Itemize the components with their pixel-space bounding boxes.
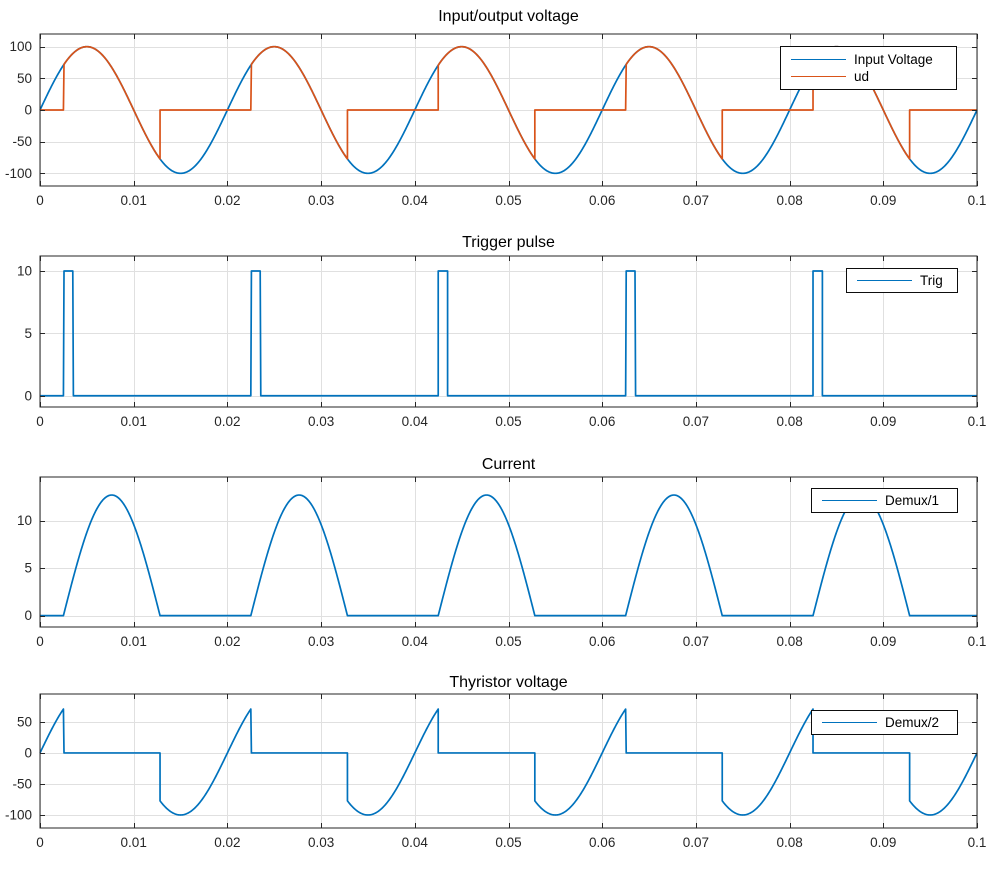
- x-tick-label: 0.03: [308, 835, 334, 850]
- legend-item-trig[interactable]: Trig: [857, 274, 951, 288]
- chart-title-trigger-pulse: Trigger pulse: [462, 234, 555, 251]
- y-tick-label: 5: [24, 561, 32, 576]
- y-tick-label: 10: [17, 513, 32, 528]
- legend-trigger-pulse[interactable]: Trig: [846, 268, 958, 293]
- x-tick-label: 0.1: [968, 634, 987, 649]
- legend-label-ud: ud: [854, 68, 870, 84]
- x-tick-label: 0: [36, 634, 44, 649]
- x-tick-label: 0: [36, 193, 44, 208]
- axes-border: [39, 255, 978, 408]
- x-tick-label: 0.03: [308, 634, 334, 649]
- x-tick-label: 0.05: [495, 414, 521, 429]
- x-tick-label: 0.02: [214, 835, 240, 850]
- x-tick-label: 0.01: [121, 414, 147, 429]
- y-tick-label: 0: [24, 608, 32, 623]
- x-tick-label: 0.09: [870, 414, 896, 429]
- x-tick-label: 0: [36, 835, 44, 850]
- series-line-trig: [39, 270, 978, 397]
- legend-thyristor-voltage[interactable]: Demux/2: [811, 710, 958, 735]
- x-tick-label: 0.04: [402, 835, 429, 850]
- plot-area-current: 0 0.01 0.02 0.03 0.04 0.05 0.06 0.07 0.08 0.09 0.1…: [17, 476, 987, 649]
- legend-input-output-voltage[interactable]: Input Voltage ud: [780, 46, 957, 90]
- y-tick-label: 0: [24, 388, 32, 403]
- legend-line-swatch-demux-2: [822, 722, 877, 723]
- x-tick-label: 0.1: [968, 414, 987, 429]
- chart-title-input-output-voltage: Input/output voltage: [438, 8, 579, 25]
- x-tick-label: 0.07: [683, 634, 709, 649]
- x-tick-label: 0.06: [589, 634, 615, 649]
- x-tick-label: 0.05: [495, 634, 521, 649]
- x-tick-label: 0.06: [589, 835, 615, 850]
- plot-area-trigger-pulse: 0 0.01 0.02 0.03 0.04 0.05 0.06 0.07 0.08 0.09 0.1…: [17, 255, 987, 429]
- x-tick-label: 0.1: [968, 835, 987, 850]
- x-tick-label: 0.02: [214, 414, 240, 429]
- x-tick-label: 0.04: [402, 634, 429, 649]
- x-tick-label: 0.08: [776, 634, 802, 649]
- legend-line-swatch-ud: [791, 76, 846, 78]
- x-tick-label: 0.08: [776, 414, 802, 429]
- x-tick-label: 0.08: [776, 835, 802, 850]
- y-tick-label: 10: [17, 263, 32, 278]
- x-tick-label: 0.02: [214, 634, 240, 649]
- legend-item-ud[interactable]: ud: [791, 70, 950, 84]
- plot-area-input-output-voltage: 0 0.01 0.02 0.03 0.04 0.05 0.06 0.07 0.08 0.09 0.1…: [5, 33, 987, 208]
- series-line-demux-2: [39, 708, 978, 816]
- x-tick-label: 0.05: [495, 835, 521, 850]
- subplot-current: Current 0 0.01 0.02 0.03 0.04 0.05 0.06 0.07 0.0…: [0, 444, 1003, 666]
- y-tick-label: -100: [5, 166, 32, 181]
- x-tick-label: 0.1: [968, 193, 987, 208]
- chart-title-thyristor-voltage: Thyristor voltage: [449, 674, 568, 691]
- subplot-trigger-pulse: Trigger pulse 0 0.01 0.02 0.03 0.04 0.05 0.06 0…: [0, 222, 1003, 444]
- y-tick-label: -50: [12, 134, 32, 149]
- y-tick-label: -50: [12, 776, 32, 791]
- x-tick-label: 0.07: [683, 414, 709, 429]
- x-tick-label: 0.07: [683, 835, 709, 850]
- legend-label-demux-1: Demux/1: [885, 492, 940, 508]
- subplot-thyristor-voltage: Thyristor voltage 0 0.01 0.02 0.03 0.04 0.05 0…: [0, 666, 1003, 889]
- legend-current[interactable]: Demux/1: [811, 488, 958, 513]
- y-tick-label: 0: [24, 745, 32, 760]
- y-tick-label: -100: [5, 807, 32, 822]
- x-tick-label: 0.03: [308, 414, 334, 429]
- chart-title-current: Current: [481, 456, 536, 473]
- legend-item-demux-1[interactable]: Demux/1: [822, 494, 951, 508]
- legend-item-demux-2[interactable]: Demux/2: [822, 716, 951, 730]
- y-tick-label: 100: [9, 39, 32, 54]
- x-tick-label: 0.01: [121, 835, 147, 850]
- x-tick-label: 0.08: [776, 193, 802, 208]
- subplot-input-output-voltage: Input/output voltage 0 0.01 0.02 0.03 0.04 0.…: [0, 0, 1003, 222]
- legend-line-swatch-trig: [857, 280, 912, 281]
- x-tick-label: 0.01: [121, 634, 147, 649]
- axes-border: [39, 693, 978, 829]
- legend-label-demux-2: Demux/2: [885, 714, 940, 730]
- x-tick-label: 0.04: [402, 414, 429, 429]
- x-tick-label: 0.09: [870, 634, 896, 649]
- x-tick-label: 0.09: [870, 835, 896, 850]
- legend-label-trig: Trig: [920, 272, 943, 288]
- x-tick-label: 0.06: [589, 193, 615, 208]
- x-tick-label: 0: [36, 414, 44, 429]
- plot-area-thyristor-voltage: 0 0.01 0.02 0.03 0.04 0.05 0.06 0.07 0.08 0.09 0.1…: [5, 693, 987, 850]
- x-tick-label: 0.06: [589, 414, 615, 429]
- series-line-demux-1: [39, 494, 978, 617]
- axes-border: [39, 476, 978, 628]
- x-tick-label: 0.04: [402, 193, 429, 208]
- x-tick-label: 0.09: [870, 193, 896, 208]
- legend-line-swatch-demux-1: [822, 500, 877, 501]
- legend-label-input-voltage: Input Voltage: [854, 51, 933, 67]
- x-tick-label: 0.03: [308, 193, 334, 208]
- y-tick-label: 0: [24, 103, 32, 118]
- legend-item-input-voltage[interactable]: Input Voltage: [791, 53, 950, 67]
- legend-line-swatch-input-voltage: [791, 58, 846, 60]
- x-tick-label: 0.07: [683, 193, 709, 208]
- x-tick-label: 0.05: [495, 193, 521, 208]
- y-tick-label: 5: [24, 326, 32, 341]
- y-tick-label: 50: [17, 71, 32, 86]
- x-tick-label: 0.01: [121, 193, 147, 208]
- y-tick-label: 50: [17, 714, 32, 729]
- x-tick-label: 0.02: [214, 193, 240, 208]
